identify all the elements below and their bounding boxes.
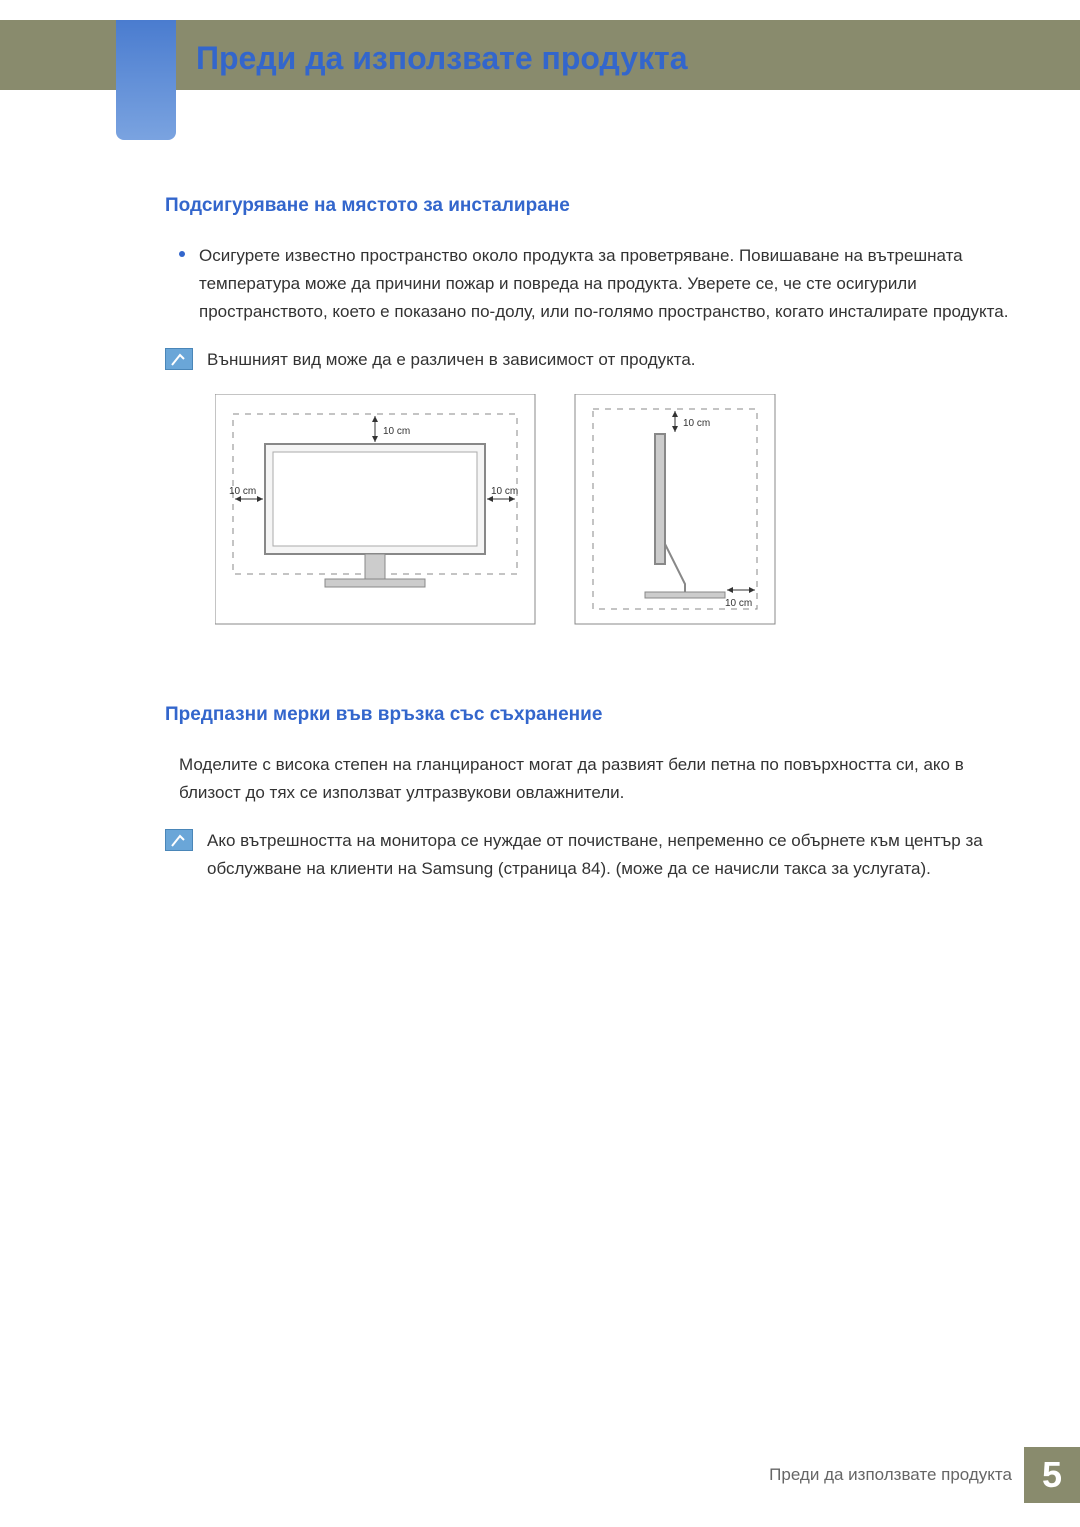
content-area: Подсигуряване на мястото за инсталиране … xyxy=(165,195,1015,903)
section2: Предпазни мерки във връзка със съхранени… xyxy=(165,704,1015,883)
bullet-text: Осигурете известно пространство около пр… xyxy=(199,242,1015,326)
bullet-icon xyxy=(179,251,185,257)
note-icon xyxy=(165,348,193,370)
section1-heading: Подсигуряване на мястото за инсталиране xyxy=(165,195,1015,217)
chapter-tab xyxy=(116,20,176,140)
footer: Преди да използвате продукта 5 xyxy=(769,1447,1080,1503)
note-text: Външният вид може да е различен в зависи… xyxy=(207,346,696,374)
note-icon xyxy=(165,829,193,851)
label-left: 10 cm xyxy=(229,486,256,497)
page-number: 5 xyxy=(1024,1447,1080,1503)
label-top: 10 cm xyxy=(383,426,410,437)
section2-heading: Предпазни мерки във връзка със съхранени… xyxy=(165,704,1015,726)
bullet-item: Осигурете известно пространство около пр… xyxy=(165,242,1015,326)
note2-text: Ако вътрешността на монитора се нуждае о… xyxy=(207,827,1015,883)
note-item-2: Ако вътрешността на монитора се нуждае о… xyxy=(165,827,1015,883)
label-side-top: 10 cm xyxy=(683,418,710,429)
section2-para: Моделите с висока степен на гланцираност… xyxy=(179,751,1015,807)
page-title: Преди да използвате продукта xyxy=(196,40,688,77)
note-item: Външният вид може да е различен в зависи… xyxy=(165,346,1015,374)
footer-text: Преди да използвате продукта xyxy=(769,1465,1012,1485)
clearance-diagram: 10 cm 10 cm 10 cm 10 cm xyxy=(215,394,1015,659)
label-side-bottom: 10 cm xyxy=(725,598,752,609)
label-right: 10 cm xyxy=(491,486,518,497)
